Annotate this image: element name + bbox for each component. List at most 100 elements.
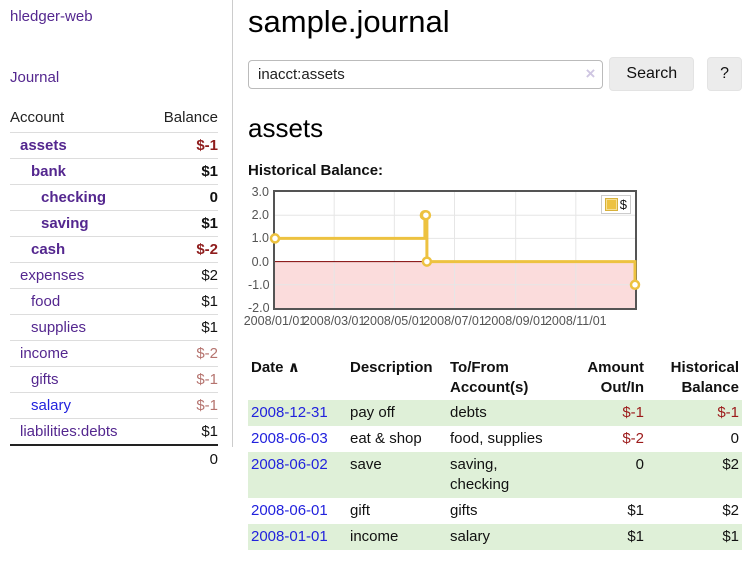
y-tick-label: -2.0 xyxy=(248,301,270,315)
account-row: bank $1 xyxy=(10,158,218,185)
transaction-description: gift xyxy=(350,502,371,519)
account-row: cash $-2 xyxy=(10,236,218,263)
account-link-checking[interactable]: checking xyxy=(41,189,107,206)
accounts-total-balance: 0 xyxy=(209,451,218,468)
account-link-liabilities-debts[interactable]: liabilities:debts xyxy=(20,423,118,440)
register-row: 2008-06-01 gift gifts $1 $2 xyxy=(248,498,742,524)
x-tick-label: 2008/11/01 xyxy=(544,314,607,328)
register-header-amount: Amount Out/In xyxy=(587,359,644,396)
sidebar-nav: Journal xyxy=(10,69,218,86)
x-axis-labels: 2008/01/01 2008/03/01 2008/05/01 2008/07/01… xyxy=(244,314,742,330)
account-balance: $1 xyxy=(148,288,218,315)
account-link-income[interactable]: income xyxy=(20,345,69,362)
x-tick-label: 2008/03/01 xyxy=(302,314,366,328)
x-tick-label: 2008/05/01 xyxy=(363,314,426,328)
transaction-accounts: food, supplies xyxy=(450,430,543,447)
account-row: supplies $1 xyxy=(10,314,218,341)
transaction-balance: 0 xyxy=(730,430,739,447)
account-heading: assets xyxy=(248,113,324,143)
app-brand: hledger-web xyxy=(10,8,218,25)
search-button[interactable]: Search xyxy=(609,57,695,91)
help-button[interactable]: ? xyxy=(707,57,742,91)
transaction-date-link[interactable]: 2008-06-02 xyxy=(251,456,328,473)
y-tick-label: 2.0 xyxy=(251,208,269,223)
register-header-balance: Historical Balance xyxy=(670,359,739,396)
account-link-saving[interactable]: saving xyxy=(41,215,89,232)
page-title: sample.journal xyxy=(248,4,450,39)
account-row: saving $1 xyxy=(10,210,218,237)
account-link-assets[interactable]: assets xyxy=(20,137,67,154)
nav-journal-link[interactable]: Journal xyxy=(10,69,60,86)
account-row: income $-2 xyxy=(10,340,218,367)
account-balance: $-2 xyxy=(148,236,218,263)
account-balance: $-1 xyxy=(148,132,218,159)
accounts-table: Account Balance assets $-1 bank $1 check… xyxy=(10,106,218,472)
sort-ascending-icon: ∧ xyxy=(287,359,300,376)
account-link-cash[interactable]: cash xyxy=(31,241,66,258)
register-row: 2008-06-03 eat & shop food, supplies $-2… xyxy=(248,426,742,452)
account-row: gifts $-1 xyxy=(10,366,218,393)
sidebar: hledger-web Journal Account Balance asse… xyxy=(0,0,233,468)
register-header-description: Description xyxy=(350,359,433,376)
transaction-date-link[interactable]: 2008-01-01 xyxy=(251,528,328,545)
transaction-amount: $1 xyxy=(627,502,644,519)
account-balance: $-1 xyxy=(148,392,218,419)
clear-search-icon[interactable]: × xyxy=(585,63,596,83)
account-link-expenses[interactable]: expenses xyxy=(20,267,85,284)
transaction-date-link[interactable]: 2008-06-01 xyxy=(251,502,328,519)
transaction-amount: $-2 xyxy=(622,430,644,447)
account-row: liabilities:debts $1 xyxy=(10,418,218,446)
accounts-header-account: Account xyxy=(10,106,149,133)
chart-plot-area: $ xyxy=(269,190,641,310)
y-tick-label: 0.0 xyxy=(251,254,269,269)
chart-title: Historical Balance: xyxy=(248,162,384,179)
transaction-balance: $1 xyxy=(722,528,739,545)
account-row: assets $-1 xyxy=(10,132,218,159)
accounts-header-row: Account Balance xyxy=(10,106,218,133)
search-box: × xyxy=(248,59,604,89)
register-header-date[interactable]: Date ∧ xyxy=(251,359,300,376)
transaction-amount: 0 xyxy=(635,456,644,473)
account-balance: $1 xyxy=(148,158,218,185)
account-balance: $1 xyxy=(148,418,218,446)
transaction-date-link[interactable]: 2008-06-03 xyxy=(251,430,328,447)
x-tick-label: 2008/01/01 xyxy=(243,314,307,328)
account-link-salary[interactable]: salary xyxy=(31,397,72,414)
y-tick-label: 3.0 xyxy=(251,185,269,199)
accounts-header-balance: Balance xyxy=(148,106,218,133)
search-input[interactable] xyxy=(248,59,604,89)
transaction-accounts: salary xyxy=(450,528,491,545)
account-balance: $-1 xyxy=(148,366,218,393)
chart-legend: $ xyxy=(600,195,631,214)
balance-chart: $ 3.0 2.0 1.0 0.0 -1.0 -2.0 2008/01/01 2008/03… xyxy=(244,185,742,332)
register-row: 2008-12-31 pay off debts $-1 $-1 xyxy=(248,400,742,426)
legend-swatch-icon xyxy=(604,198,618,211)
account-link-supplies[interactable]: supplies xyxy=(31,319,87,336)
app-brand-link[interactable]: hledger-web xyxy=(10,8,93,25)
transaction-balance: $2 xyxy=(722,502,739,519)
y-tick-label: 1.0 xyxy=(251,231,269,246)
x-tick-label: 2008/07/01 xyxy=(423,314,486,328)
transaction-balance: $-1 xyxy=(717,404,739,421)
account-row: checking 0 xyxy=(10,184,218,211)
account-balance: $2 xyxy=(148,262,218,289)
transaction-amount: $-1 xyxy=(622,404,644,421)
account-row: expenses $2 xyxy=(10,262,218,289)
transaction-accounts: debts xyxy=(450,404,487,421)
search-form: × Search ? xyxy=(248,57,742,91)
register-header-accounts: To/From Account(s) xyxy=(450,359,529,396)
transaction-date-link[interactable]: 2008-12-31 xyxy=(251,404,328,421)
x-tick-label: 2008/09/01 xyxy=(484,314,547,328)
account-balance: 0 xyxy=(148,184,218,211)
account-link-food[interactable]: food xyxy=(31,293,61,310)
transaction-description: save xyxy=(350,456,382,473)
register-header-row: Date ∧ Description To/From Account(s) Am… xyxy=(248,356,742,400)
account-row: food $1 xyxy=(10,288,218,315)
account-row: salary $-1 xyxy=(10,392,218,419)
register-row: 2008-06-02 save saving, checking 0 $2 xyxy=(248,452,742,498)
account-link-gifts[interactable]: gifts xyxy=(31,371,59,388)
transaction-accounts: gifts xyxy=(450,502,478,519)
transaction-description: income xyxy=(350,528,399,545)
account-link-bank[interactable]: bank xyxy=(31,163,67,180)
register-row: 2008-01-01 income salary $1 $1 xyxy=(248,524,742,550)
